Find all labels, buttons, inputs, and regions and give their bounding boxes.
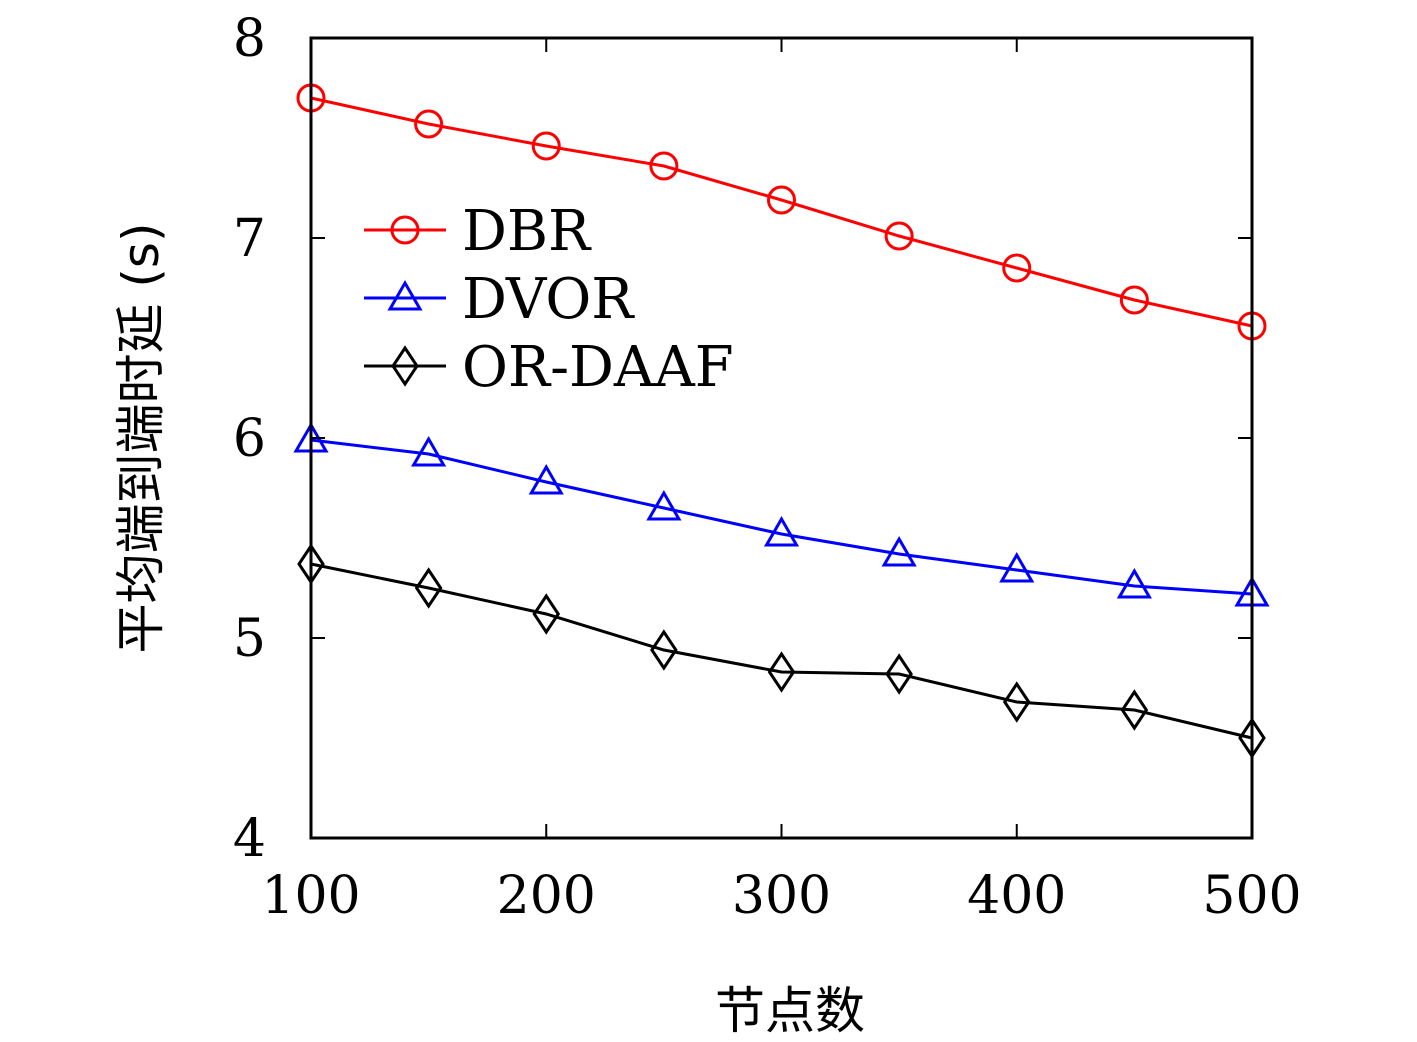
circle-marker <box>531 131 561 161</box>
legend-label: DVOR <box>462 267 635 332</box>
plot-frame <box>309 36 1254 840</box>
triangle-marker <box>387 279 423 311</box>
x-tick-label: 200 <box>497 866 596 926</box>
series-line <box>310 438 1253 596</box>
diamond-marker <box>767 651 796 693</box>
legend-entry: DBR <box>364 199 592 264</box>
x-tick-label: 400 <box>967 866 1066 926</box>
series-or-daaf <box>297 543 1266 759</box>
y-tick-label: 5 <box>233 609 266 669</box>
x-tick-label: 300 <box>732 866 831 926</box>
diamond-marker <box>650 629 678 671</box>
y-tick-label: 6 <box>233 409 266 469</box>
circle-marker <box>1002 253 1032 283</box>
triangle-marker <box>999 551 1035 583</box>
legend-label: DBR <box>462 199 592 264</box>
triangle-marker <box>881 535 917 567</box>
triangle-marker <box>411 435 447 467</box>
circle-marker <box>414 109 444 139</box>
y-tick-label: 4 <box>233 809 266 869</box>
x-axis-title: 节点数 <box>715 982 865 1040</box>
plot-marks <box>293 83 1270 759</box>
diamond-marker <box>414 567 443 609</box>
circle-marker <box>390 215 420 245</box>
diamond-marker <box>1002 681 1031 723</box>
axis-ticks: 100 200 300 400 500 4 5 6 7 8 <box>233 9 1302 926</box>
legend-label: OR-DAAF <box>462 335 734 400</box>
diamond-marker <box>391 345 419 387</box>
triangle-marker <box>646 489 682 521</box>
triangle-marker <box>1116 567 1152 599</box>
triangle-marker <box>763 515 800 547</box>
circle-marker <box>649 151 679 181</box>
circle-marker <box>1119 285 1149 315</box>
y-tick-label: 7 <box>233 209 266 269</box>
triangle-marker <box>528 463 564 495</box>
series-line <box>310 96 1253 328</box>
diamond-marker <box>885 653 913 695</box>
series-dvor <box>293 421 1270 607</box>
series-dbr <box>296 83 1267 341</box>
circle-marker <box>884 221 914 251</box>
legend-entry: DVOR <box>364 267 635 332</box>
x-tick-label: 500 <box>1202 866 1301 926</box>
series-line <box>310 562 1253 740</box>
diamond-marker <box>1120 689 1149 731</box>
y-axis-title: 平均端到端时延 (s) <box>112 223 170 654</box>
legend-entry: OR-DAAF <box>364 335 734 400</box>
diamond-marker <box>532 593 561 635</box>
y-tick-label: 8 <box>233 9 266 69</box>
circle-marker <box>767 185 796 215</box>
x-tick-label: 100 <box>261 866 360 926</box>
